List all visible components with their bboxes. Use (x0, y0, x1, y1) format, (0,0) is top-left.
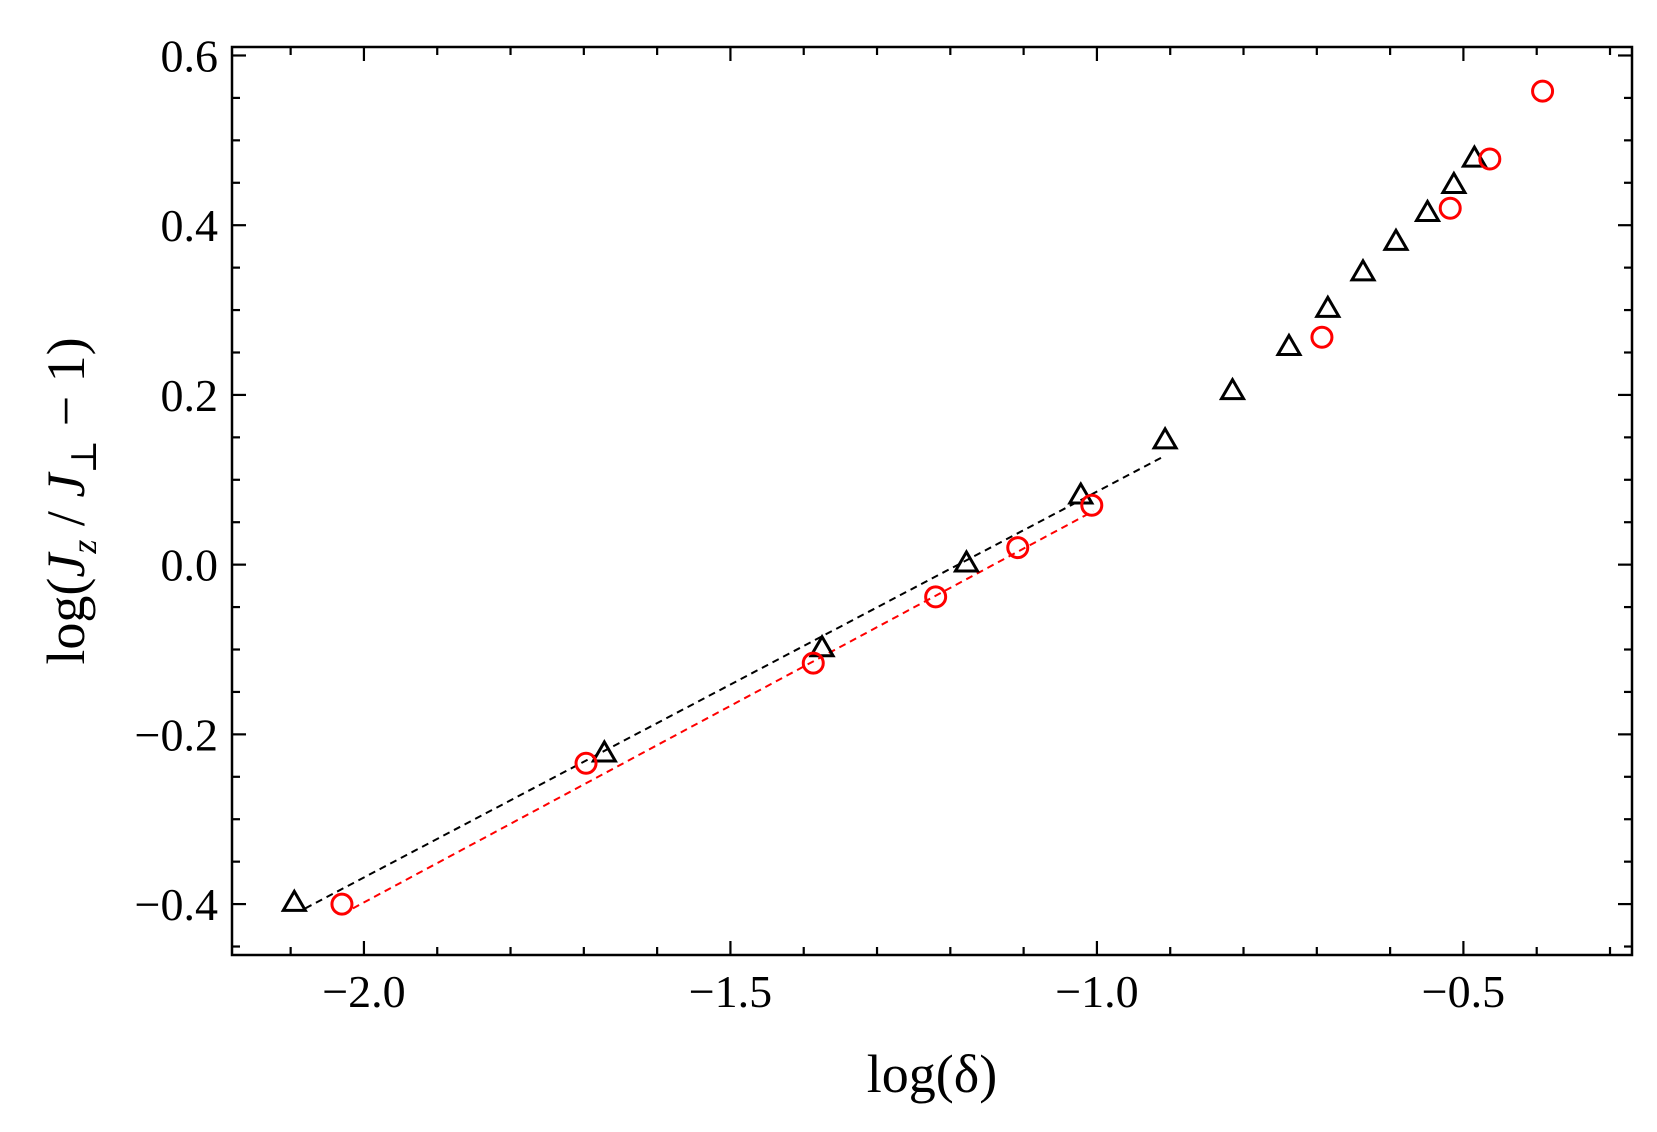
x-tick-label: −2.0 (322, 966, 405, 1017)
y-tick-label: 0.0 (161, 540, 219, 591)
triangle-point (1275, 332, 1303, 357)
circle-point (1080, 493, 1104, 517)
circle-point (330, 892, 354, 916)
y-tick-label: −0.2 (135, 709, 218, 760)
triangle-point (1440, 170, 1468, 194)
triangle-point (1151, 425, 1179, 450)
x-tick-label: −1.0 (1055, 966, 1138, 1017)
circle-point (574, 751, 598, 775)
fit-lines (304, 455, 1164, 910)
triangle-point (590, 739, 618, 763)
data-points (280, 79, 1555, 916)
y-axis-title: log(Jz / J⊥ − 1) (36, 337, 104, 664)
x-axis-title: log(δ) (867, 1044, 997, 1104)
triangle-point (1349, 257, 1377, 282)
circle-point (801, 651, 825, 675)
triangle-point (280, 888, 308, 912)
triangle-point (1314, 294, 1342, 318)
y-tick-label: 0.2 (161, 370, 219, 421)
fit-line (304, 455, 1164, 910)
triangle-point (1218, 376, 1247, 401)
circle-point (1438, 196, 1462, 220)
y-title-sub-perp: ⊥ (64, 440, 104, 474)
y-title-suffix: − 1) (36, 337, 96, 439)
triangle-point (952, 548, 981, 573)
fit-line (352, 510, 1094, 910)
triangle-point (1382, 227, 1410, 251)
y-tick-label: 0.6 (161, 30, 219, 81)
x-tick-label: −1.5 (689, 966, 772, 1017)
y-title-slash: / (36, 498, 96, 540)
axis-ticks (232, 47, 1632, 955)
y-tick-label: −0.4 (135, 879, 218, 930)
x-tick-label: −0.5 (1422, 966, 1505, 1017)
plot-frame (230, 45, 1634, 957)
circle-point (1478, 147, 1502, 171)
circle-point (1531, 79, 1555, 103)
y-title-sub-z: z (64, 540, 104, 555)
y-title-prefix: log( (36, 578, 96, 665)
circle-point (924, 585, 948, 609)
y-title-jperp: J (36, 471, 96, 498)
tick-labels: −2.0 −1.5 −1.0 −0.5 −0.4 −0.2 0.0 0.2 0.4 0.6 (135, 30, 1506, 1017)
y-tick-label: 0.4 (161, 200, 219, 251)
circle-point (1310, 325, 1334, 349)
triangle-point (1413, 198, 1442, 222)
y-title-jz: J (36, 551, 96, 578)
circle-point (1006, 536, 1030, 560)
